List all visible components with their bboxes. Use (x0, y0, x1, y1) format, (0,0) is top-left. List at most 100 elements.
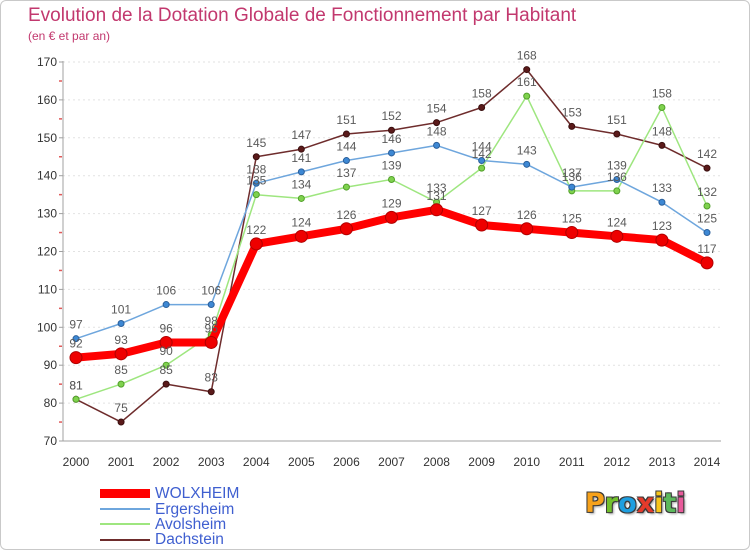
logo-letter: x (636, 488, 655, 519)
chart-title: Evolution de la Dotation Globale de Fonc… (28, 5, 577, 26)
dachstein-point-2005 (297, 145, 305, 153)
x-tick-label-2014: 2014 (694, 455, 721, 469)
avolsheim-point-2013 (658, 103, 666, 111)
logo-letter: i (654, 488, 664, 519)
wolxheim-point-2001 (114, 347, 128, 361)
avolsheim-point-2004 (252, 191, 260, 199)
wolxheim-label-2012: 124 (607, 215, 627, 229)
ergersheim-label-2013: 133 (652, 181, 672, 195)
x-tick-label-2006: 2006 (333, 455, 360, 469)
y-tick-label-150: 150 (37, 131, 57, 145)
avolsheim-label-2004: 135 (246, 174, 266, 188)
ergersheim-label-2010: 143 (517, 143, 537, 157)
wolxheim-point-2003 (204, 335, 218, 349)
logo-letter: i (676, 488, 686, 519)
y-tick-label-160: 160 (37, 93, 57, 107)
wolxheim-point-2008 (430, 203, 444, 217)
y-tick-label-70: 70 (44, 434, 58, 448)
avolsheim-point-2010 (523, 92, 531, 100)
dachstein-point-2013 (658, 141, 666, 149)
ergersheim-label-2008: 148 (427, 124, 447, 138)
chart-subtitle: (en € et par an) (28, 29, 111, 43)
y-tick-label-90: 90 (44, 358, 58, 372)
wolxheim-label-2003: 96 (205, 321, 219, 335)
dachstein-point-2012 (613, 130, 621, 138)
wolxheim-point-2004 (249, 237, 263, 251)
logo-letter: t (663, 488, 677, 519)
avolsheim-point-2014 (703, 202, 711, 210)
avolsheim-label-2011: 136 (562, 170, 582, 184)
series-dachstein (72, 66, 711, 426)
wolxheim-label-2007: 129 (381, 196, 401, 210)
avolsheim-point-2000 (72, 395, 80, 403)
dachstein-point-2010 (523, 66, 531, 74)
ergersheim-point-2004 (252, 179, 260, 187)
y-tick-label-100: 100 (37, 320, 57, 334)
avolsheim-point-2001 (117, 380, 125, 388)
ergersheim-label-2014: 125 (697, 212, 717, 226)
dachstein-label-2011: 153 (562, 105, 582, 119)
series-group (69, 66, 714, 426)
ergersheim-point-2014 (703, 229, 711, 237)
ergersheim-point-2008 (433, 141, 441, 149)
y-tick-label-80: 80 (44, 396, 58, 410)
legend-item-avolsheim: Avolsheim (100, 517, 239, 532)
dachstein-label-2004: 145 (246, 136, 266, 150)
dachstein-point-2008 (433, 119, 441, 127)
ergersheim-label-2005: 141 (291, 151, 311, 165)
ergersheim-point-2002 (162, 301, 170, 309)
x-tick-label-2001: 2001 (108, 455, 135, 469)
dachstein-label-2012: 151 (607, 113, 627, 127)
x-tick-label-2009: 2009 (468, 455, 495, 469)
legend-label-ergersheim: Ergersheim (155, 500, 235, 518)
avolsheim-point-2012 (613, 187, 621, 195)
avolsheim-point-2005 (297, 194, 305, 202)
ergersheim-point-2009 (478, 157, 486, 165)
ergersheim-label-2011: 137 (562, 166, 582, 180)
avolsheim-label-2009: 142 (472, 147, 492, 161)
legend-label-wolxheim: WOLXHEIM (155, 485, 240, 503)
wolxheim-label-2004: 122 (246, 223, 266, 237)
avolsheim-label-2008: 133 (427, 181, 447, 195)
dachstein-label-2009: 158 (472, 86, 492, 100)
x-tick-label-2000: 2000 (63, 455, 90, 469)
dachstein-label-2013: 148 (652, 124, 672, 138)
y-tick-label-110: 110 (38, 282, 57, 296)
dachstein-label-2010: 168 (517, 49, 537, 63)
ergersheim-point-2005 (297, 168, 305, 176)
legend-label-avolsheim: Avolsheim (155, 515, 227, 533)
x-tick-label-2011: 2011 (559, 455, 585, 469)
wolxheim-label-2001: 93 (114, 333, 128, 347)
dachstein-label-2000: 81 (69, 378, 83, 392)
avolsheim-label-2014: 132 (697, 185, 717, 199)
avolsheim-label-2007: 139 (381, 158, 401, 172)
ergersheim-point-2006 (342, 157, 350, 165)
wolxheim-label-2008: 131 (427, 189, 447, 203)
wolxheim-point-2009 (475, 218, 489, 232)
logo-letter: o (618, 488, 637, 519)
avolsheim-point-2002 (162, 361, 170, 369)
dachstein-label-2002: 85 (159, 363, 173, 377)
x-tick-label-2004: 2004 (243, 455, 270, 469)
avolsheim-label-2002: 90 (159, 344, 173, 358)
dachstein-point-2006 (342, 130, 350, 138)
wolxheim-label-2000: 92 (69, 337, 83, 351)
x-tick-label-2010: 2010 (513, 455, 540, 469)
wolxheim-label-2005: 124 (291, 215, 311, 229)
x-tick-label-2008: 2008 (423, 455, 450, 469)
ergersheim-point-2003 (207, 301, 215, 309)
wolxheim-point-2007 (385, 210, 398, 224)
ergersheim-label-2004: 138 (246, 162, 266, 176)
dachstein-label-2007: 152 (381, 109, 401, 123)
ergersheim-label-2001: 101 (111, 303, 131, 317)
avolsheim-label-2000: 81 (69, 378, 83, 392)
wolxheim-point-2014 (700, 256, 714, 270)
avolsheim-label-2005: 134 (291, 177, 311, 191)
ergersheim-label-2009: 144 (472, 140, 492, 154)
y-tick-label-170: 170 (37, 55, 57, 69)
wolxheim-label-2006: 126 (336, 208, 356, 222)
x-tick-label-2013: 2013 (649, 455, 676, 469)
ergersheim-point-2010 (523, 160, 531, 168)
wolxheim-label-2002: 96 (159, 321, 173, 335)
